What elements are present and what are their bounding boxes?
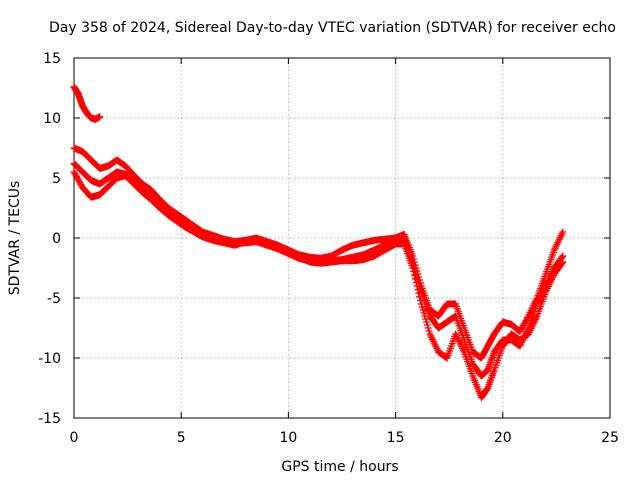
x-tick-labels: 0 5 10 15 20 25 [70,430,619,446]
x-tick-label: 5 [177,430,186,446]
y-axis-label: SDTVAR / TECUs [7,181,23,296]
x-tick-label: 10 [279,430,297,446]
data-point [411,275,419,283]
data-point [422,318,430,326]
data-point [558,253,566,261]
data-point [410,268,418,276]
data-point [419,306,427,314]
data-point [421,312,429,320]
data-point [409,264,417,272]
data-point [416,296,424,304]
data-point [416,293,424,301]
data-point [417,300,425,308]
data-point [410,271,418,279]
x-tick-label: 0 [70,430,79,446]
data-point [559,252,567,260]
data-point [412,278,420,286]
y-tick-label: 15 [43,51,61,67]
data-point [420,309,428,317]
grid [74,58,610,418]
data-point [414,286,422,294]
y-tick-label: 5 [52,171,61,187]
x-axis-label: GPS time / hours [281,459,398,475]
data-point [558,259,566,267]
x-tick-label: 15 [387,430,405,446]
y-tick-label: 0 [52,231,61,247]
y-tick-labels: -15 -10 -5 0 5 10 15 [38,51,61,427]
data-point [425,327,433,335]
chart-title: Day 358 of 2024, Sidereal Day-to-day VTE… [49,20,616,36]
series-track-a [70,83,104,123]
y-tick-label: 10 [43,111,61,127]
data-point [415,289,423,297]
axis-ticks [73,57,611,419]
data-point [422,315,430,323]
data-point [418,303,426,311]
series-track-d [70,168,567,402]
data-point [559,258,567,266]
data-point [423,321,431,329]
y-tick-label: -15 [38,411,61,427]
y-tick-label: -10 [38,351,61,367]
data-series [70,83,567,402]
data-point [96,113,104,121]
x-tick-label: 25 [601,430,619,446]
y-tick-label: -5 [47,291,61,307]
series-track-b [70,144,567,362]
data-point [413,282,421,290]
x-tick-label: 20 [494,430,512,446]
data-point [424,324,432,332]
data-point [559,228,567,236]
